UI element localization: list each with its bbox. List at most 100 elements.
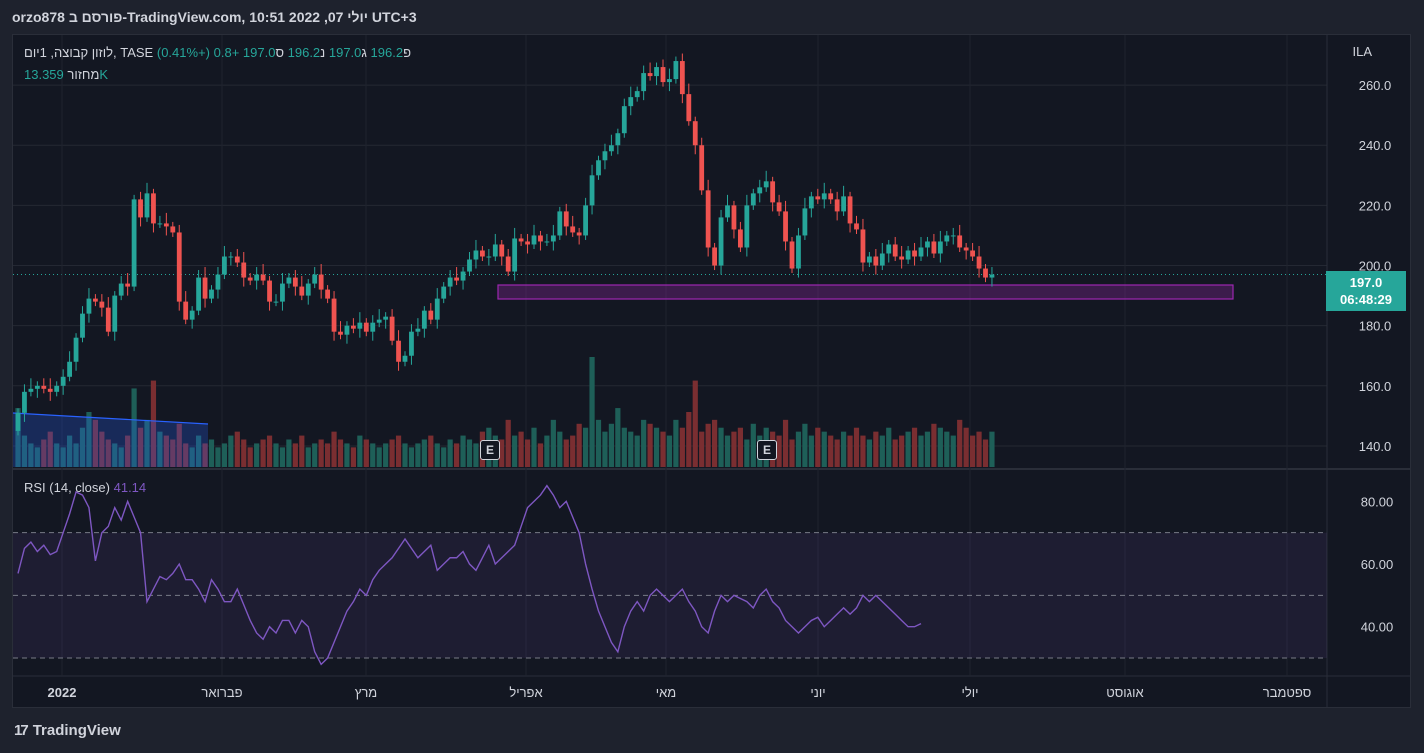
candle-body (80, 313, 85, 338)
rsi-line (17, 484, 922, 666)
price-tick-label: 160.0 (1359, 379, 1392, 394)
candle-body (518, 238, 524, 242)
candle-body (467, 259, 472, 272)
volume-bar (234, 431, 240, 467)
volume-bar (724, 435, 731, 467)
candle-body (183, 301, 189, 320)
volume-bar (363, 439, 369, 467)
support-zone-drawing (497, 284, 1234, 300)
earnings-badge[interactable]: E (480, 440, 500, 460)
price-tick-label: 220.0 (1359, 198, 1392, 213)
candle-body (460, 271, 466, 281)
volume-bar (744, 439, 750, 467)
volume-bar (518, 431, 524, 467)
volume-bar (834, 439, 840, 467)
volume-bar (228, 435, 234, 467)
time-tick-label: מרץ (355, 685, 377, 700)
volume-bar (105, 439, 111, 467)
candle-body (286, 277, 292, 284)
candle-body (557, 211, 563, 236)
volume-bar (828, 435, 834, 467)
volume-bar (299, 435, 305, 467)
volume-bar (118, 447, 124, 467)
candle-body (796, 235, 801, 269)
volume-bar (163, 435, 169, 467)
footer-brand: TradingView (32, 722, 121, 739)
candle-body (989, 274, 995, 278)
volume-bar (673, 419, 679, 467)
candle-body (757, 187, 763, 194)
low-value: 196.2 (287, 45, 321, 60)
volume-legend[interactable]: מחזור 13.359K (24, 67, 108, 82)
volume-bar (402, 443, 408, 467)
candle-body (280, 283, 285, 302)
time-tick-label: ספטמבר (1263, 685, 1311, 700)
volume-bar (67, 435, 73, 467)
candle-body (699, 145, 705, 191)
volume-bar (776, 435, 782, 467)
earnings-badge[interactable]: E (757, 440, 777, 460)
trendline-fill (13, 413, 208, 467)
volume-bar (660, 431, 666, 467)
candle-body (22, 391, 27, 413)
candle-body (222, 256, 227, 275)
candle-body (937, 241, 943, 254)
volume-bar (266, 435, 273, 467)
volume-bar (860, 435, 866, 467)
volume-bar (621, 427, 627, 467)
candle-body (963, 247, 969, 251)
tradingview-footer[interactable]: 17 TradingView (14, 722, 121, 739)
volume-bar (150, 380, 157, 467)
volume-bar (576, 423, 582, 467)
low-label: נ (320, 45, 326, 60)
volume-bar (137, 427, 144, 467)
volume-bar (286, 439, 292, 467)
candle-body (789, 241, 795, 269)
volume-bar (634, 435, 640, 467)
volume-bar (821, 431, 827, 467)
volume-bar (957, 419, 963, 467)
candle-body (131, 199, 137, 287)
volume-bar (737, 427, 743, 467)
volume-bar (215, 447, 221, 467)
candle-body (357, 322, 363, 329)
volume-bar (608, 423, 614, 467)
candle-body (492, 244, 498, 257)
candle-body (505, 256, 511, 272)
candle-body (196, 277, 201, 311)
candle-body (47, 388, 53, 392)
candle-body (854, 223, 859, 230)
candle-body (170, 226, 176, 233)
volume-bar (176, 423, 182, 467)
time-tick-label: מאי (656, 685, 676, 700)
rsi-panel (13, 532, 1327, 659)
candle-body (918, 247, 924, 257)
volume-bar (241, 439, 247, 467)
candle-body (970, 250, 975, 257)
candle-body (847, 196, 853, 224)
candle-body (647, 73, 653, 77)
rsi-legend[interactable]: RSI (14, close) 41.14 (24, 480, 146, 495)
trendline (12, 412, 209, 425)
volume-bar (911, 427, 918, 467)
volume-bar (989, 431, 995, 467)
candle-body (499, 244, 505, 257)
volume-bar (466, 439, 473, 467)
candle-body (763, 181, 769, 188)
volume-bar (221, 443, 227, 467)
rsi-tick-label: 40.00 (1361, 620, 1394, 635)
candle-body (705, 190, 711, 248)
candle-body (112, 295, 118, 332)
candle-body (802, 208, 808, 236)
candle-body (815, 196, 821, 200)
candle-body (480, 250, 485, 257)
candle-body (860, 229, 866, 263)
rsi-tick-label: 80.00 (1361, 494, 1394, 509)
volume-bar (325, 443, 331, 467)
candle-body (421, 310, 427, 329)
price-tick-label: 200.0 (1359, 259, 1392, 274)
volume-bar (666, 435, 673, 467)
candle-body (544, 241, 550, 243)
symbol-legend[interactable]: לוזון קבוצה, 1יום, TASE פ196.2 ג197.0 נ1… (24, 45, 411, 60)
